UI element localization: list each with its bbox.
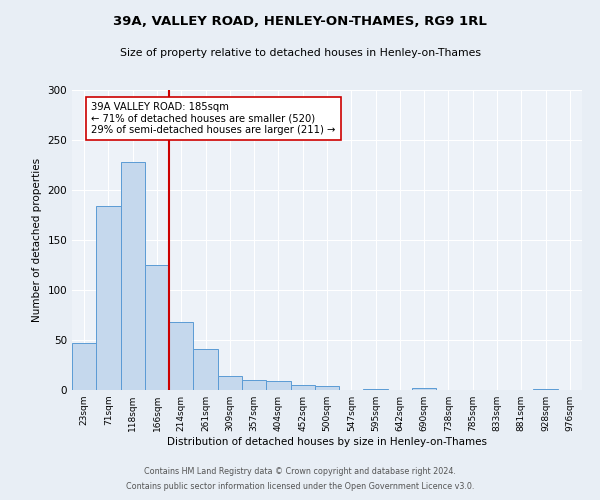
Text: 39A, VALLEY ROAD, HENLEY-ON-THAMES, RG9 1RL: 39A, VALLEY ROAD, HENLEY-ON-THAMES, RG9 … [113,15,487,28]
Bar [533,389,558,390]
Bar [145,265,169,390]
Bar [290,385,315,390]
Y-axis label: Number of detached properties: Number of detached properties [32,158,42,322]
Bar [193,349,218,390]
Bar [412,388,436,390]
Text: Contains public sector information licensed under the Open Government Licence v3: Contains public sector information licen… [126,482,474,491]
Bar [72,343,96,390]
Bar [266,381,290,390]
Bar [121,162,145,390]
Bar [242,380,266,390]
Bar [315,386,339,390]
Bar [364,389,388,390]
Text: Size of property relative to detached houses in Henley-on-Thames: Size of property relative to detached ho… [119,48,481,58]
Bar [96,206,121,390]
Bar [218,376,242,390]
Text: Contains HM Land Registry data © Crown copyright and database right 2024.: Contains HM Land Registry data © Crown c… [144,467,456,476]
Bar [169,322,193,390]
Text: 39A VALLEY ROAD: 185sqm
← 71% of detached houses are smaller (520)
29% of semi-d: 39A VALLEY ROAD: 185sqm ← 71% of detache… [91,102,336,135]
X-axis label: Distribution of detached houses by size in Henley-on-Thames: Distribution of detached houses by size … [167,437,487,447]
